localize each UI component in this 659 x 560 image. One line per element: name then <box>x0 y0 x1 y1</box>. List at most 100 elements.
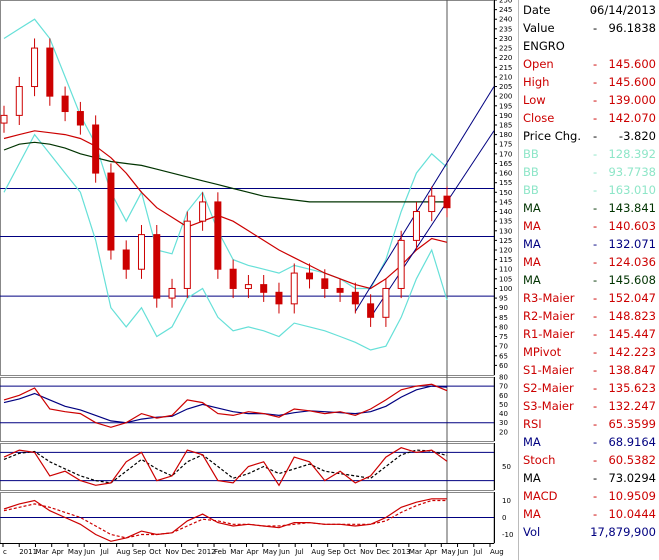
info-row: R1-Maier -145.447 <box>523 325 658 343</box>
info-value: -3.820 <box>618 129 656 143</box>
info-value: 142.070 <box>608 111 656 125</box>
x-tick-label: Jul <box>294 548 304 556</box>
info-label: Low <box>523 93 546 107</box>
info-value: 132.071 <box>608 237 656 251</box>
candle-body <box>107 172 115 251</box>
info-value: 145.600 <box>608 75 656 89</box>
info-row: MA -140.603 <box>523 217 658 235</box>
info-value: 96.1838 <box>608 21 656 35</box>
info-row: MA -132.071 <box>523 235 658 253</box>
macd-line <box>3 498 447 542</box>
info-value: 163.010 <box>608 183 656 197</box>
x-tick-label: 2012 <box>198 548 216 556</box>
rsi-tick-label: 30 <box>499 419 508 427</box>
info-row: Vol -17,879,900 <box>523 523 658 541</box>
candle-body <box>443 195 451 209</box>
info-value: 17,879,900 <box>590 525 656 539</box>
candle-body <box>382 287 390 318</box>
info-value: 132.247 <box>608 399 656 413</box>
info-label: Open <box>523 57 554 71</box>
candle-body <box>214 201 222 270</box>
info-dash: - <box>593 273 598 287</box>
macd-tick-label: -10 <box>502 531 513 539</box>
info-dash: - <box>593 435 598 449</box>
info-row: Date -06/14/2013 <box>523 1 658 19</box>
y-tick-label: 185 <box>499 122 512 130</box>
y-tick-label: 195 <box>499 102 512 110</box>
info-value: 93.7738 <box>608 165 656 179</box>
info-row: BB -163.010 <box>523 181 658 199</box>
x-tick-label: Mar <box>230 548 243 556</box>
info-dash: - <box>593 471 598 485</box>
y-tick-label: 190 <box>499 112 512 120</box>
info-dash: - <box>593 183 598 197</box>
info-row: R2-Maier -148.823 <box>523 307 658 325</box>
info-row: MA -145.608 <box>523 271 658 289</box>
candle-body <box>137 234 145 270</box>
candle-body <box>306 272 314 280</box>
y-tick-label: 110 <box>499 266 512 274</box>
info-value: 128.392 <box>608 147 656 161</box>
y-tick-label: 220 <box>499 54 512 62</box>
info-row: Price Chg. - -3.820 <box>523 127 658 145</box>
rsi-tick-label: 80 <box>499 374 508 382</box>
x-tick-label: Aug <box>490 548 504 556</box>
info-label: Date <box>523 3 551 17</box>
info-label: MA <box>523 201 541 215</box>
y-tick-label: 125 <box>499 237 512 245</box>
info-dash: - <box>593 507 598 521</box>
info-row: R3-Maier -152.047 <box>523 289 658 307</box>
candle-body <box>229 268 237 289</box>
stoch-line <box>3 447 448 487</box>
info-value: 65.3599 <box>608 417 656 431</box>
info-row: S1-Maier -138.847 <box>523 361 658 379</box>
info-label: R3-Maier <box>523 291 575 305</box>
x-tick-label: Feb <box>214 548 227 556</box>
y-tick-label: 215 <box>499 64 512 72</box>
chart-area[interactable]: 6065707580859095100105110115120125130135… <box>0 0 518 560</box>
info-label: S2-Maier <box>523 381 574 395</box>
info-label: S3-Maier <box>523 399 574 413</box>
info-row: MA -143.841 <box>523 199 658 217</box>
info-value: 145.447 <box>608 327 656 341</box>
x-tick-label: Jul <box>99 548 109 556</box>
info-row: S3-Maier -132.247 <box>523 397 658 415</box>
y-tick-label: 240 <box>499 16 512 24</box>
info-label: BB <box>523 147 539 161</box>
x-tick-label: Jun <box>278 548 290 556</box>
info-row: S2-Maier -135.623 <box>523 379 658 397</box>
info-label: RSI <box>523 417 542 431</box>
y-tick-label: 150 <box>499 189 512 197</box>
info-dash: - <box>593 147 598 161</box>
candle-body <box>31 47 39 88</box>
y-tick-label: 140 <box>499 208 512 216</box>
info-row: High -145.600 <box>523 73 658 91</box>
macd-tick-label: 0 <box>502 514 506 522</box>
info-label: High <box>523 75 550 89</box>
info-row: BB -93.7738 <box>523 163 658 181</box>
candle-body <box>412 211 420 241</box>
info-dash: - <box>593 219 598 233</box>
info-dash: - <box>593 165 598 179</box>
candle-body <box>122 249 130 270</box>
y-tick-label: 75 <box>499 333 508 341</box>
y-tick-label: 225 <box>499 45 512 53</box>
y-tick-label: 70 <box>499 343 508 351</box>
x-tick-label: 2011 <box>19 548 37 556</box>
panel-frame-rsi <box>0 377 495 442</box>
info-label: S1-Maier <box>523 363 574 377</box>
x-tick-label: Oct <box>149 548 161 556</box>
info-dash: - <box>593 93 598 107</box>
y-tick-label: 235 <box>499 25 512 33</box>
info-row: ENGRO <box>523 37 658 55</box>
info-row: Value -96.1838 <box>523 19 658 37</box>
x-tick-label: Sep <box>328 548 342 556</box>
candle-body <box>46 47 54 97</box>
x-tick-label: Sep <box>133 548 147 556</box>
info-value: 145.600 <box>608 57 656 71</box>
info-value: 139.000 <box>608 93 656 107</box>
y-tick-label: 200 <box>499 93 512 101</box>
bb-lower-line <box>3 133 448 351</box>
info-value: 152.047 <box>608 291 656 305</box>
stoch-ma-line <box>3 449 448 484</box>
